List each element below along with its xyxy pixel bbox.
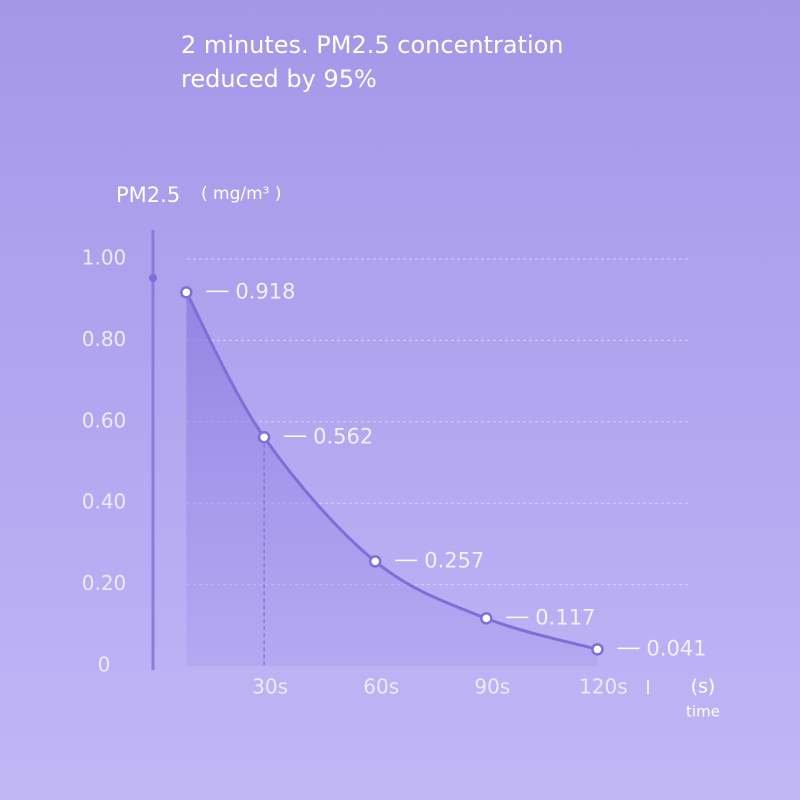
y-tick-label: 0.80: [82, 327, 127, 351]
title: 2 minutes. PM2.5 concentration reduced b…: [181, 31, 564, 93]
point: [257, 431, 271, 444]
value-label: 0.562: [313, 424, 373, 448]
x-label: time: [686, 703, 720, 721]
point: [368, 555, 382, 568]
value-label: 0.041: [646, 636, 706, 660]
y-tick-label: 0.60: [82, 408, 127, 432]
x-tick-label: 90s: [474, 675, 510, 699]
value-label: 0.117: [535, 605, 595, 629]
axis-dot: [149, 274, 157, 282]
y-unit: ( mg/m³ ): [201, 184, 282, 204]
area-fill: [186, 292, 598, 666]
x-unit: (s): [691, 676, 716, 698]
y-tick-label: 0.20: [82, 571, 127, 595]
x-tick-label: 60s: [363, 675, 399, 699]
x-tick-label: 120s: [579, 675, 628, 699]
y-label: PM2.5: [116, 183, 180, 207]
y-tick-label: 1.00: [82, 246, 127, 270]
point: [591, 643, 604, 656]
point: [480, 612, 493, 625]
value-label: 0.257: [424, 548, 484, 572]
value-label: 0.918: [235, 279, 295, 303]
point: [180, 286, 193, 299]
y-tick-label: 0.40: [82, 490, 127, 514]
x-tick-label: 30s: [252, 675, 288, 699]
y-tick-label: 0: [98, 653, 111, 677]
